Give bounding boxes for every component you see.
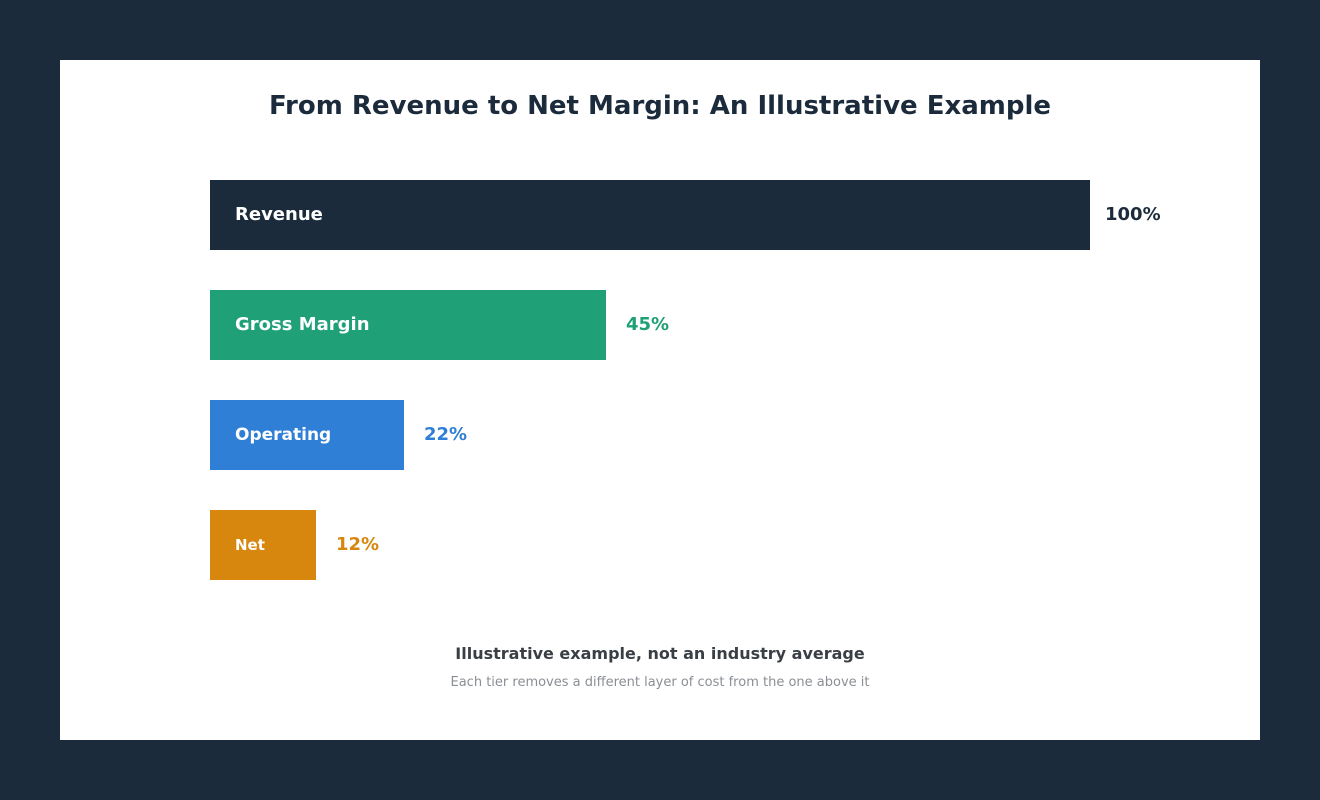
bar-label: Net [235, 536, 265, 554]
bar-revenue [210, 180, 1090, 250]
bar-value-label: 45% [626, 314, 670, 335]
bar-label: Operating [235, 425, 332, 445]
footnote-subtitle: Each tier removes a different layer of c… [450, 675, 870, 690]
bar-value-label: 12% [336, 534, 380, 555]
chart-title: From Revenue to Net Margin: An Illustrat… [268, 91, 1052, 121]
bar-label: Revenue [235, 204, 323, 225]
bar-operating [210, 400, 404, 470]
bar-net [210, 510, 316, 580]
chart-card: From Revenue to Net Margin: An Illustrat… [60, 60, 1260, 740]
bar-chart: Revenue 100% Gross Margin 45% Operating 22% Ne… [60, 60, 1260, 740]
bar-label: Gross Margin [235, 314, 370, 335]
footnote-title: Illustrative example, not an industry av… [455, 644, 865, 663]
bar-gross-margin [210, 290, 606, 360]
bar-value-label: 22% [424, 424, 468, 445]
bar-value-label: 100% [1105, 204, 1161, 225]
